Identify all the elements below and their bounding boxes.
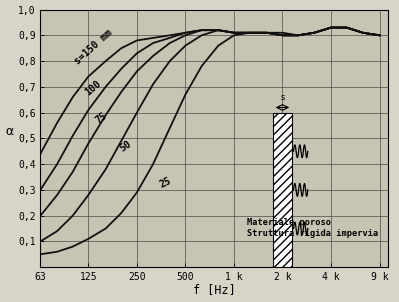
Text: 100: 100	[83, 78, 103, 97]
Text: 50: 50	[118, 139, 133, 154]
Text: s: s	[280, 93, 284, 102]
Text: 25: 25	[158, 176, 173, 190]
Bar	[273, 113, 292, 267]
X-axis label: f [Hz]: f [Hz]	[193, 284, 235, 297]
Y-axis label: α: α	[6, 125, 14, 138]
Text: s=150 mm: s=150 mm	[73, 27, 115, 66]
Text: Materiale poroso
Struttura rigida impervia: Materiale poroso Struttura rigida imperv…	[247, 218, 378, 238]
Text: 75: 75	[94, 111, 109, 126]
